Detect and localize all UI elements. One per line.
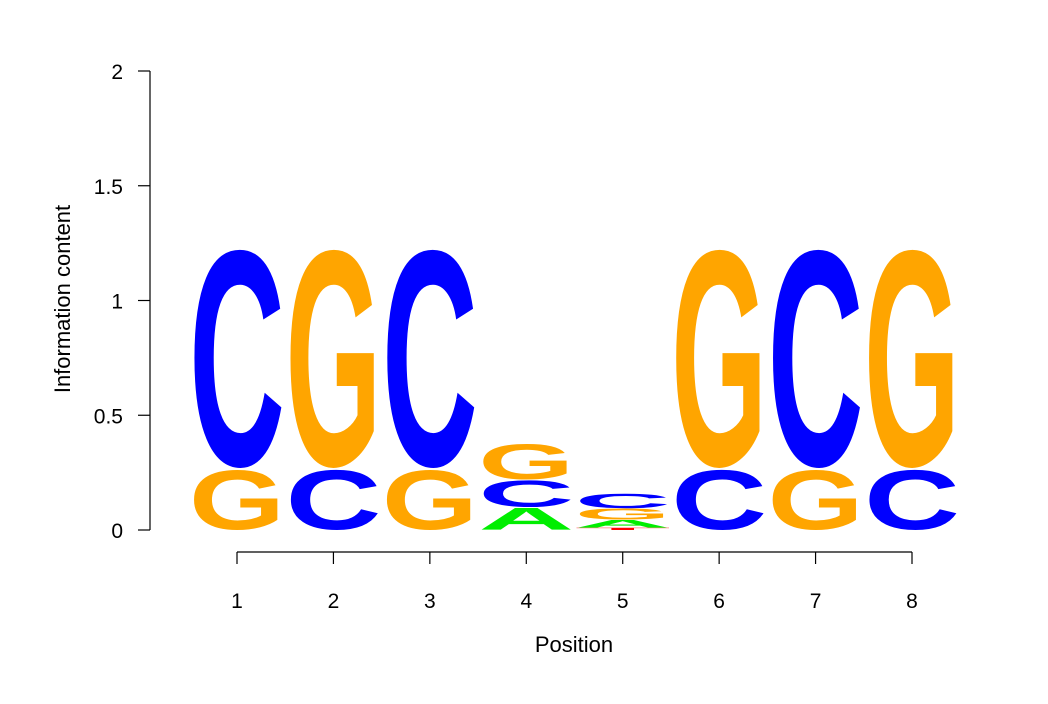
y-tick-label: 0	[111, 520, 123, 543]
logo-letter-C: C	[478, 473, 574, 515]
logo-letter-G: G	[768, 453, 864, 548]
logo-letter-G: G	[382, 453, 478, 548]
x-tick-label: 8	[906, 590, 918, 613]
logo-letter-G: G	[671, 187, 767, 531]
logo-letter-A: A	[575, 518, 671, 530]
x-tick-label: 2	[328, 590, 340, 613]
y-tick-label: 0.5	[94, 405, 123, 428]
logo-letter-C: C	[189, 187, 285, 531]
logo-letter-G: G	[575, 505, 671, 523]
y-axis: 0 0.5 1 1.5 2	[94, 61, 151, 543]
logo-letter-T: T	[575, 527, 671, 531]
logo-letter-C: C	[382, 187, 478, 531]
x-tick-label: 3	[424, 590, 436, 613]
logo-letter-C: C	[864, 452, 960, 547]
logo-letter-C: C	[575, 490, 671, 513]
x-tick-label: 6	[713, 590, 725, 613]
logo-letter-G: G	[478, 434, 574, 490]
x-tick-label: 4	[520, 590, 532, 613]
x-axis-title: Position	[535, 632, 613, 657]
x-axis: 1 2 3 4 5 6 7 8	[231, 551, 918, 613]
logo-letter-G: G	[285, 187, 381, 531]
y-tick-label: 1.5	[94, 176, 123, 199]
x-tick-label: 7	[810, 590, 822, 613]
logo-letter-A: A	[478, 502, 574, 537]
x-tick-label: 1	[231, 590, 243, 613]
logo-letter-C: C	[671, 452, 767, 547]
y-tick-label: 2	[111, 61, 123, 84]
y-tick-label: 1	[111, 291, 123, 314]
logo-letter-G: G	[189, 453, 285, 548]
y-axis-title: Information content	[50, 205, 75, 393]
logo-letter-G: G	[864, 187, 960, 531]
logo-letter-C: C	[768, 187, 864, 531]
x-tick-label: 5	[617, 590, 629, 613]
logo-letter-C: C	[285, 452, 381, 547]
